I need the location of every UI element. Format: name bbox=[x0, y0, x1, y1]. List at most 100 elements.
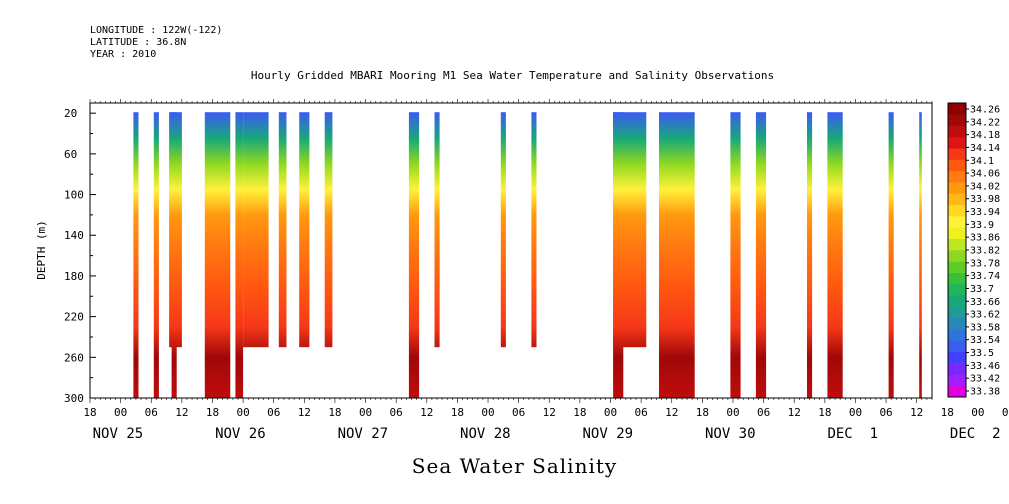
x-day-label: NOV 30 bbox=[705, 426, 756, 442]
latitude-label: LATITUDE : 36.8N bbox=[90, 37, 187, 48]
x-day-label: NOV 28 bbox=[460, 426, 511, 442]
salinity-block bbox=[434, 112, 440, 348]
colorbar-label: 34.18 bbox=[970, 130, 1000, 141]
colorbar-label: 33.98 bbox=[970, 194, 1000, 205]
colorbar-label: 34.26 bbox=[970, 105, 1000, 116]
colorbar-swatch bbox=[948, 170, 966, 183]
x-hour-label: 18 bbox=[451, 406, 464, 419]
salinity-block bbox=[171, 112, 177, 398]
salinity-block bbox=[235, 112, 244, 398]
colorbar-swatch bbox=[948, 159, 966, 172]
colorbar-label: 33.78 bbox=[970, 258, 1000, 269]
y-tick-label: 260 bbox=[64, 351, 84, 364]
y-tick-label: 20 bbox=[64, 107, 77, 120]
chart-title: Hourly Gridded MBARI Mooring M1 Sea Wate… bbox=[250, 69, 775, 82]
colorbar-label: 33.94 bbox=[970, 207, 1000, 218]
y-tick-label: 140 bbox=[64, 229, 84, 242]
x-hour-label: 18 bbox=[818, 406, 831, 419]
colorbar-label: 34.22 bbox=[970, 117, 1000, 128]
x-hour-label: 12 bbox=[420, 406, 433, 419]
salinity-block bbox=[755, 112, 767, 398]
y-tick-label: 300 bbox=[64, 392, 84, 405]
x-hour-label: 06 bbox=[390, 406, 403, 419]
x-hour-label: 18 bbox=[696, 406, 709, 419]
x-hour-label: 18 bbox=[941, 406, 954, 419]
colorbar-label: 33.54 bbox=[970, 335, 1000, 346]
colorbar-label: 33.5 bbox=[970, 348, 994, 359]
colorbar-swatch bbox=[948, 317, 966, 330]
x-hour-label: 18 bbox=[573, 406, 586, 419]
colorbar-swatch bbox=[948, 295, 966, 307]
colorbar-label: 33.7 bbox=[970, 284, 994, 295]
colorbar-swatch bbox=[948, 340, 966, 353]
colorbar-swatch bbox=[948, 114, 966, 126]
colorbar-swatch bbox=[948, 148, 966, 160]
salinity-block bbox=[919, 112, 922, 398]
colorbar-swatch bbox=[948, 374, 966, 386]
year-label: YEAR : 2010 bbox=[90, 49, 157, 60]
colorbar-swatch bbox=[948, 216, 966, 228]
x-day-label: NOV 27 bbox=[338, 426, 389, 442]
x-hour-label: 06 bbox=[145, 406, 158, 419]
colorbar-label: 33.74 bbox=[970, 271, 1000, 282]
salinity-block bbox=[613, 112, 624, 398]
salinity-block bbox=[827, 112, 843, 398]
salinity-block bbox=[299, 112, 310, 348]
salinity-block bbox=[204, 112, 231, 398]
x-hour-label: 06 bbox=[267, 406, 280, 419]
x-hour-label: 00 bbox=[114, 406, 127, 419]
x-hour-label: 00 bbox=[849, 406, 862, 419]
longitude-label: LONGITUDE : 122W(-122) bbox=[90, 25, 223, 36]
salinity-block bbox=[278, 112, 287, 348]
x-hour-label: 18 bbox=[328, 406, 341, 419]
x-hour-label: 00 bbox=[236, 406, 249, 419]
salinity-block bbox=[408, 112, 420, 398]
x-hour-label: 12 bbox=[543, 406, 556, 419]
x-hour-label: 06 bbox=[879, 406, 892, 419]
colorbar-swatch bbox=[948, 103, 966, 115]
colorbar-swatch bbox=[948, 363, 966, 375]
x-hour-label: 12 bbox=[788, 406, 801, 419]
salinity-block bbox=[133, 112, 139, 398]
salinity-block bbox=[324, 112, 333, 348]
colorbar-label: 33.86 bbox=[970, 233, 1000, 244]
x-day-label: DEC 2 bbox=[950, 426, 1001, 442]
x-day-label: NOV 26 bbox=[215, 426, 266, 442]
x-hour-label: 12 bbox=[298, 406, 311, 419]
x-hour-label: 12 bbox=[175, 406, 188, 419]
colorbar-swatch bbox=[948, 261, 966, 273]
salinity-block bbox=[659, 112, 695, 398]
colorbar-swatch bbox=[948, 182, 966, 194]
salinity-block bbox=[153, 112, 159, 398]
colorbar-swatch bbox=[948, 193, 966, 206]
y-tick-label: 180 bbox=[64, 270, 84, 283]
x-hour-label: 18 bbox=[83, 406, 96, 419]
colorbar-swatch bbox=[948, 238, 966, 251]
x-hour-label: 06 bbox=[635, 406, 648, 419]
colorbar-swatch bbox=[948, 136, 966, 149]
colorbar-swatch bbox=[948, 329, 966, 341]
colorbar-label: 34.06 bbox=[970, 169, 1000, 180]
x-hour-label: 00 bbox=[359, 406, 372, 419]
x-hour-label: 06 bbox=[512, 406, 525, 419]
salinity-block bbox=[888, 112, 894, 398]
colorbar-swatch bbox=[948, 125, 966, 138]
salinity-block bbox=[807, 112, 813, 398]
x-hour-label: 06 bbox=[757, 406, 770, 419]
x-hour-label: 12 bbox=[665, 406, 678, 419]
colorbar-swatch bbox=[948, 306, 966, 319]
x-hour-label: 00 bbox=[604, 406, 617, 419]
x-day-label: NOV 29 bbox=[583, 426, 634, 442]
colorbar-label: 33.62 bbox=[970, 310, 1000, 321]
colorbar-swatch bbox=[948, 351, 966, 364]
colorbar-swatch bbox=[948, 283, 966, 296]
colorbar-label: 34.14 bbox=[970, 143, 1000, 154]
x-day-label: NOV 25 bbox=[93, 426, 144, 442]
x-hour-label: 00 bbox=[726, 406, 739, 419]
x-hour-label: 00 bbox=[481, 406, 494, 419]
colorbar-swatch bbox=[948, 272, 966, 285]
plot-frame bbox=[89, 102, 933, 399]
colorbar-label: 33.42 bbox=[970, 374, 1000, 385]
